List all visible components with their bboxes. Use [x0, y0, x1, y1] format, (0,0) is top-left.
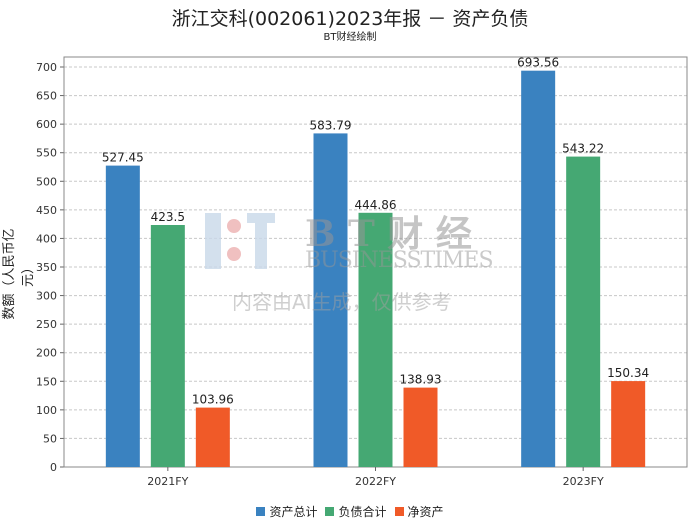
y-tick-label: 350	[36, 261, 57, 274]
legend-item[interactable]: 负债合计	[325, 503, 387, 520]
y-tick-label: 450	[36, 204, 57, 217]
legend-label: 资产总计	[269, 505, 318, 519]
legend-item[interactable]: 资产总计	[256, 503, 317, 520]
data-label: 444.86	[355, 198, 397, 212]
bar-净资产	[195, 407, 230, 467]
data-label: 103.96	[192, 393, 234, 407]
y-tick-label: 650	[36, 90, 57, 103]
legend-item[interactable]: 净资产	[394, 503, 444, 520]
legend: 资产总计 负债合计 净资产	[0, 503, 700, 520]
bar-资产总计	[105, 165, 140, 467]
legend-label: 负债合计	[338, 505, 387, 519]
legend-swatch	[256, 507, 266, 516]
chart-title: 浙江交科(002061)2023年报 － 资产负债	[171, 8, 529, 30]
bar-净资产	[403, 387, 438, 467]
bar-负债合计	[150, 225, 185, 467]
data-label: 543.22	[562, 142, 604, 156]
data-label: 423.5	[151, 210, 185, 224]
data-label: 693.56	[517, 56, 559, 70]
y-tick-label: 600	[36, 118, 57, 131]
y-tick-label: 150	[36, 375, 57, 388]
bar-负债合计	[566, 156, 601, 468]
data-label: 150.34	[607, 366, 649, 380]
y-tick-label: 100	[36, 404, 57, 417]
bar-负债合计	[358, 212, 393, 467]
bar-净资产	[611, 381, 646, 467]
x-tick-label: 2023FY	[563, 475, 604, 488]
y-tick-label: 500	[36, 175, 57, 188]
legend-swatch	[325, 507, 335, 516]
y-tick-label: 700	[36, 61, 57, 74]
x-tick-label: 2021FY	[147, 475, 188, 488]
bar-资产总计	[521, 70, 556, 468]
y-tick-label: 250	[36, 318, 57, 331]
data-label: 583.79	[310, 118, 352, 132]
legend-label: 净资产	[407, 505, 444, 519]
y-tick-label: 50	[43, 432, 57, 445]
data-label: 138.93	[400, 373, 442, 387]
y-tick-label: 550	[36, 147, 57, 160]
chart-subtitle: BT财经绘制	[323, 32, 377, 43]
y-tick-label: 300	[36, 290, 57, 303]
y-tick-label: 400	[36, 232, 57, 245]
x-tick-label: 2022FY	[355, 475, 396, 488]
y-tick-label: 0	[50, 461, 57, 474]
y-tick-label: 200	[36, 347, 57, 360]
data-label: 527.45	[102, 151, 144, 165]
legend-swatch	[394, 507, 404, 516]
bar-资产总计	[313, 133, 348, 468]
